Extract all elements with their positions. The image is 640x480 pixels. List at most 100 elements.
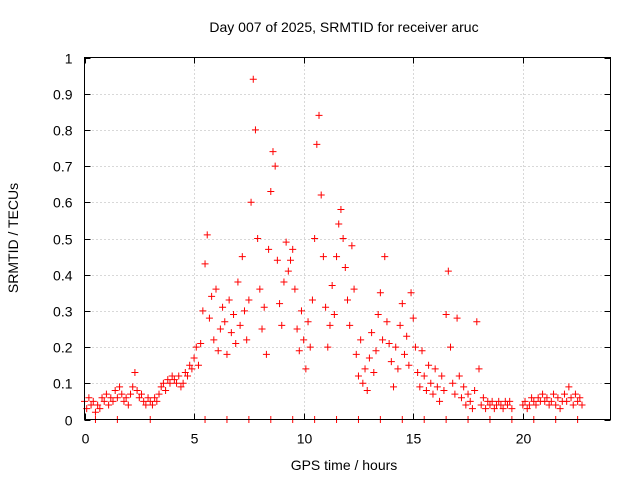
data-point xyxy=(392,343,400,351)
x-axis-label: GPS time / hours xyxy=(291,457,398,473)
data-point xyxy=(547,397,555,405)
data-point xyxy=(560,390,568,398)
data-point xyxy=(455,372,463,380)
data-point xyxy=(181,368,189,376)
data-point xyxy=(188,365,196,373)
x-tick-label: 5 xyxy=(191,431,199,447)
data-point xyxy=(232,339,240,347)
data-point xyxy=(236,321,244,329)
data-point xyxy=(113,394,121,402)
data-point xyxy=(431,365,439,373)
data-point xyxy=(293,325,301,333)
data-point xyxy=(381,253,389,261)
data-point xyxy=(194,361,202,369)
data-point xyxy=(545,401,553,409)
data-point xyxy=(409,314,417,322)
data-point xyxy=(333,253,341,261)
data-point xyxy=(311,235,319,242)
data-point xyxy=(267,187,275,195)
data-point xyxy=(306,343,314,351)
data-point xyxy=(127,390,135,398)
data-point xyxy=(280,278,288,286)
data-point xyxy=(525,401,533,409)
data-point xyxy=(153,397,161,405)
data-point xyxy=(361,365,369,373)
data-point xyxy=(282,238,290,246)
y-tick-label: 0.5 xyxy=(53,232,73,248)
data-point xyxy=(240,307,248,315)
data-point xyxy=(433,383,441,391)
data-point xyxy=(379,336,387,344)
data-point xyxy=(254,235,262,242)
data-point xyxy=(576,394,584,402)
y-tick-label: 1 xyxy=(65,51,73,67)
data-point xyxy=(116,383,124,391)
data-point xyxy=(164,376,172,384)
data-point xyxy=(427,379,435,387)
data-point xyxy=(488,397,496,405)
data-point xyxy=(85,394,93,402)
data-point xyxy=(197,339,205,347)
data-point xyxy=(460,383,468,391)
data-point xyxy=(541,397,549,405)
data-point xyxy=(344,296,351,304)
data-point xyxy=(291,285,299,293)
data-point xyxy=(468,405,476,413)
data-point xyxy=(260,303,268,311)
data-point xyxy=(96,405,104,413)
data-point xyxy=(418,347,426,355)
x-tick-label: 10 xyxy=(297,431,313,447)
data-point xyxy=(462,401,470,409)
data-point xyxy=(168,372,176,380)
data-point xyxy=(265,245,273,253)
data-point xyxy=(348,242,356,250)
data-point xyxy=(223,350,231,358)
data-point xyxy=(449,379,457,387)
data-point xyxy=(328,282,336,290)
data-point xyxy=(396,321,404,329)
data-point xyxy=(422,387,430,395)
data-point xyxy=(173,379,181,387)
data-point xyxy=(405,361,413,369)
data-point xyxy=(186,361,194,369)
data-point xyxy=(120,397,128,405)
data-point xyxy=(256,285,264,293)
data-point xyxy=(151,394,159,402)
data-point xyxy=(363,387,371,395)
data-point xyxy=(89,397,97,405)
data-point xyxy=(111,387,119,395)
data-point xyxy=(324,343,332,351)
data-point xyxy=(148,401,156,409)
data-point xyxy=(453,314,461,322)
data-point xyxy=(372,347,380,355)
data-point xyxy=(385,339,393,347)
data-point xyxy=(411,343,419,351)
data-point xyxy=(276,300,284,308)
data-point xyxy=(451,390,459,398)
data-point xyxy=(249,75,257,83)
data-point xyxy=(486,401,494,409)
data-point xyxy=(490,405,498,413)
data-point xyxy=(571,390,579,398)
data-point xyxy=(341,263,349,271)
data-point xyxy=(447,343,455,351)
data-point xyxy=(91,408,99,416)
data-point xyxy=(482,405,490,413)
y-tick-label: 0.4 xyxy=(53,268,73,284)
plot-frame xyxy=(84,57,611,420)
data-point xyxy=(107,394,115,402)
data-point xyxy=(398,300,406,308)
data-point xyxy=(319,253,327,261)
data-point xyxy=(157,383,165,391)
data-point xyxy=(534,394,542,402)
data-point xyxy=(297,307,305,315)
data-point xyxy=(230,311,238,319)
data-point xyxy=(289,245,297,253)
data-point xyxy=(337,206,345,214)
data-point xyxy=(374,311,382,319)
data-point xyxy=(308,296,316,304)
data-point xyxy=(479,394,487,402)
data-point xyxy=(563,397,571,405)
data-point xyxy=(554,394,562,402)
data-point xyxy=(166,379,174,387)
